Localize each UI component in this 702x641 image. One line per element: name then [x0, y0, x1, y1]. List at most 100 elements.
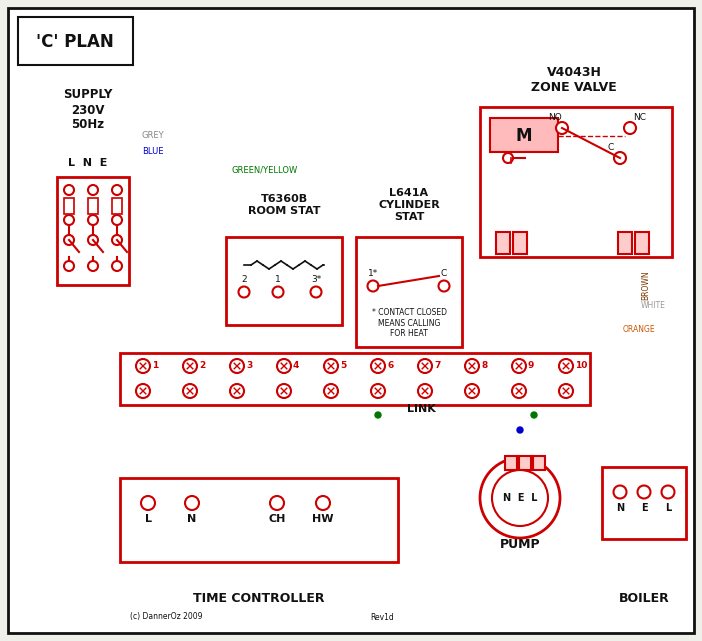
- Circle shape: [661, 485, 675, 499]
- FancyBboxPatch shape: [490, 118, 558, 152]
- Circle shape: [112, 185, 122, 195]
- Circle shape: [371, 384, 385, 398]
- Circle shape: [624, 122, 636, 134]
- Circle shape: [310, 287, 322, 297]
- Text: * CONTACT CLOSED
MEANS CALLING
FOR HEAT: * CONTACT CLOSED MEANS CALLING FOR HEAT: [371, 308, 446, 338]
- FancyBboxPatch shape: [496, 232, 510, 254]
- Text: 6: 6: [387, 362, 393, 370]
- FancyBboxPatch shape: [356, 237, 462, 347]
- Circle shape: [141, 496, 155, 510]
- FancyBboxPatch shape: [112, 198, 122, 214]
- Text: L  N  E: L N E: [68, 158, 107, 168]
- Text: V4043H
ZONE VALVE: V4043H ZONE VALVE: [531, 66, 617, 94]
- Text: BLUE: BLUE: [142, 147, 164, 156]
- Circle shape: [531, 412, 537, 418]
- Text: Rev1d: Rev1d: [370, 613, 394, 622]
- FancyBboxPatch shape: [480, 107, 672, 257]
- Text: N  E  L: N E L: [503, 493, 537, 503]
- Text: PUMP: PUMP: [500, 538, 541, 551]
- Circle shape: [556, 122, 568, 134]
- Circle shape: [230, 359, 244, 373]
- Circle shape: [492, 470, 548, 526]
- FancyBboxPatch shape: [88, 198, 98, 214]
- Circle shape: [112, 235, 122, 245]
- Text: 1: 1: [152, 362, 158, 370]
- Circle shape: [517, 427, 523, 433]
- Text: BOILER: BOILER: [618, 592, 670, 604]
- Circle shape: [64, 185, 74, 195]
- FancyBboxPatch shape: [635, 232, 649, 254]
- Circle shape: [465, 359, 479, 373]
- Text: 4: 4: [293, 362, 299, 370]
- Text: 9: 9: [528, 362, 534, 370]
- Text: TIME CONTROLLER: TIME CONTROLLER: [193, 592, 325, 604]
- Text: ORANGE: ORANGE: [623, 326, 656, 335]
- FancyBboxPatch shape: [120, 478, 398, 562]
- Circle shape: [418, 359, 432, 373]
- Text: L641A
CYLINDER
STAT: L641A CYLINDER STAT: [378, 188, 440, 222]
- Circle shape: [512, 384, 526, 398]
- Text: NC: NC: [633, 113, 646, 122]
- Text: N: N: [187, 514, 197, 524]
- FancyBboxPatch shape: [8, 8, 694, 633]
- Circle shape: [368, 281, 378, 292]
- Text: 2: 2: [199, 362, 205, 370]
- Circle shape: [465, 384, 479, 398]
- Circle shape: [512, 359, 526, 373]
- Text: LINK: LINK: [406, 404, 435, 414]
- Text: GREEN/YELLOW: GREEN/YELLOW: [232, 165, 298, 174]
- Text: 10: 10: [575, 362, 588, 370]
- Text: C: C: [607, 144, 614, 153]
- Text: 3: 3: [246, 362, 252, 370]
- Text: 1: 1: [275, 276, 281, 285]
- FancyBboxPatch shape: [618, 232, 632, 254]
- FancyBboxPatch shape: [18, 17, 133, 65]
- Circle shape: [64, 215, 74, 225]
- Circle shape: [136, 359, 150, 373]
- Circle shape: [559, 384, 573, 398]
- Text: L: L: [665, 503, 671, 513]
- Text: C: C: [441, 269, 447, 278]
- Circle shape: [270, 496, 284, 510]
- Text: 7: 7: [434, 362, 440, 370]
- Circle shape: [324, 359, 338, 373]
- Circle shape: [64, 235, 74, 245]
- Text: M: M: [516, 127, 532, 145]
- Circle shape: [375, 412, 381, 418]
- Circle shape: [88, 185, 98, 195]
- Circle shape: [277, 359, 291, 373]
- Text: HW: HW: [312, 514, 333, 524]
- Circle shape: [185, 496, 199, 510]
- Text: 3*: 3*: [311, 276, 321, 285]
- Circle shape: [614, 485, 626, 499]
- Text: T6360B
ROOM STAT: T6360B ROOM STAT: [248, 194, 320, 216]
- FancyBboxPatch shape: [57, 177, 129, 285]
- Circle shape: [637, 485, 651, 499]
- Text: 'C' PLAN: 'C' PLAN: [36, 33, 114, 51]
- Circle shape: [112, 261, 122, 271]
- Circle shape: [324, 384, 338, 398]
- Circle shape: [277, 384, 291, 398]
- Circle shape: [88, 261, 98, 271]
- Circle shape: [371, 359, 385, 373]
- Circle shape: [272, 287, 284, 297]
- Circle shape: [136, 384, 150, 398]
- Text: CH: CH: [268, 514, 286, 524]
- FancyBboxPatch shape: [505, 456, 517, 470]
- Circle shape: [88, 215, 98, 225]
- Circle shape: [316, 496, 330, 510]
- FancyBboxPatch shape: [533, 456, 545, 470]
- Text: N: N: [616, 503, 624, 513]
- FancyBboxPatch shape: [602, 467, 686, 539]
- Circle shape: [614, 152, 626, 164]
- Circle shape: [503, 153, 513, 163]
- Circle shape: [230, 384, 244, 398]
- Text: NO: NO: [548, 113, 562, 122]
- Text: SUPPLY
230V
50Hz: SUPPLY 230V 50Hz: [63, 88, 113, 131]
- Circle shape: [88, 235, 98, 245]
- Circle shape: [64, 261, 74, 271]
- Text: L: L: [145, 514, 152, 524]
- Circle shape: [439, 281, 449, 292]
- Circle shape: [112, 215, 122, 225]
- FancyBboxPatch shape: [64, 198, 74, 214]
